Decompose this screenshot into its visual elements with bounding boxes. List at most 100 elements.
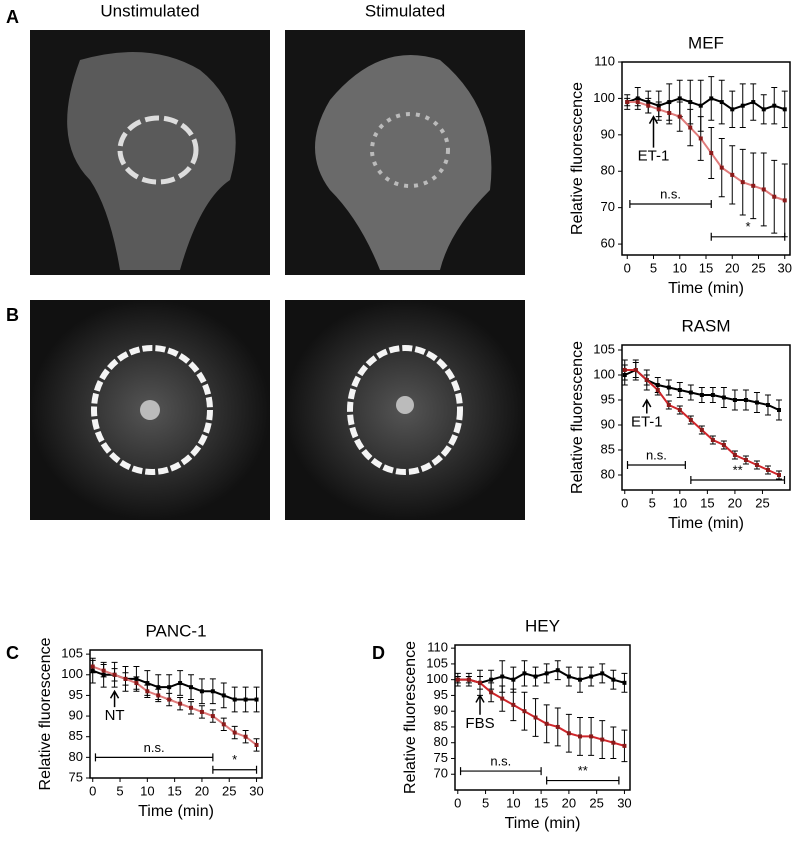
y-tick-label: 85 (434, 718, 448, 733)
y-tick-label: 85 (69, 728, 83, 743)
y-tick-label: 95 (69, 687, 83, 702)
y-axis-label: Relative fluorescence (569, 82, 586, 235)
data-point (243, 734, 248, 739)
data-point (765, 468, 770, 472)
annotation-label: ET-1 (638, 148, 670, 165)
data-point (145, 681, 150, 686)
data-point (721, 443, 726, 447)
data-point (754, 400, 759, 405)
data-point (522, 671, 527, 676)
data-point (699, 428, 704, 432)
data-point (500, 696, 505, 701)
data-point (721, 395, 726, 400)
data-line (627, 101, 786, 202)
x-tick-label: 25 (755, 495, 769, 510)
data-point (666, 385, 671, 390)
data-point (655, 388, 660, 392)
data-point (600, 737, 605, 742)
image-label: Stimulated (365, 1, 445, 20)
x-tick-label: 5 (649, 495, 656, 510)
data-point (589, 674, 594, 679)
data-point (210, 689, 215, 694)
x-tick-label: 20 (195, 783, 209, 798)
significance-label: ** (733, 462, 743, 477)
data-point (677, 96, 682, 101)
significance-bracket (546, 776, 620, 785)
data-point (698, 136, 703, 141)
y-tick-label: 110 (427, 640, 448, 655)
y-tick-label: 90 (69, 708, 83, 723)
data-point (566, 731, 571, 736)
data-point (677, 408, 682, 412)
data-point (199, 709, 204, 714)
data-point (500, 674, 505, 679)
y-tick-label: 80 (601, 466, 615, 481)
x-tick-label: 25 (751, 260, 765, 275)
y-tick-label: 90 (434, 703, 448, 718)
micrograph (285, 30, 525, 275)
data-point (199, 689, 204, 694)
panel-label: D (372, 643, 385, 663)
annotation-arrow (642, 398, 652, 414)
data-point (698, 103, 703, 108)
data-point (578, 734, 582, 739)
significance-label: n.s. (646, 447, 667, 462)
annotation-label: ET-1 (631, 413, 663, 430)
data-point (622, 368, 627, 372)
significance-bracket (690, 476, 786, 484)
data-point (751, 100, 756, 105)
significance-bracket (626, 461, 686, 469)
data-point (776, 473, 781, 477)
data-point (489, 677, 494, 682)
micrograph (285, 300, 525, 520)
x-tick-label: 30 (249, 783, 263, 798)
data-point (740, 103, 745, 108)
data-point (754, 463, 759, 467)
data-point (544, 721, 549, 726)
data-point (544, 671, 549, 676)
data-point (719, 165, 724, 170)
significance-bracket (212, 765, 258, 774)
data-point (709, 96, 714, 101)
data-point (646, 103, 651, 108)
data-point (730, 107, 735, 112)
chart-title: RASM (681, 316, 730, 335)
annotation-label: NT (105, 707, 125, 724)
data-point (178, 701, 183, 706)
data-point (555, 724, 560, 729)
x-axis-label: Time (min) (668, 280, 744, 297)
data-point (782, 107, 787, 112)
data-point (555, 668, 560, 673)
data-point (243, 697, 248, 702)
data-point (232, 730, 237, 735)
x-axis-label: Time (min) (138, 803, 214, 820)
data-point (455, 677, 460, 682)
data-point (710, 393, 715, 397)
data-line (457, 669, 625, 684)
x-tick-label: 0 (89, 783, 96, 798)
image-label: Unstimulated (100, 1, 199, 20)
y-tick-label: 80 (601, 163, 615, 178)
data-point (566, 674, 571, 679)
panel-label: C (6, 643, 19, 663)
y-axis-label: Relative fluorescence (569, 341, 586, 494)
data-line (626, 97, 786, 111)
significance-label: n.s. (660, 186, 681, 201)
data-point (688, 390, 693, 395)
data-point (644, 378, 649, 382)
data-point (221, 693, 226, 698)
y-tick-label: 70 (601, 199, 615, 214)
x-tick-label: 0 (624, 260, 631, 275)
x-tick-label: 30 (617, 795, 631, 810)
chart-title: PANC-1 (145, 621, 206, 640)
data-point (112, 672, 117, 677)
data-point (782, 198, 787, 203)
significance-bracket (94, 753, 214, 762)
x-tick-label: 15 (699, 260, 713, 275)
y-tick-label: 80 (69, 749, 83, 764)
data-point (254, 697, 259, 702)
x-tick-label: 5 (650, 260, 657, 275)
x-tick-label: 25 (589, 795, 603, 810)
significance-label: ** (578, 763, 588, 778)
